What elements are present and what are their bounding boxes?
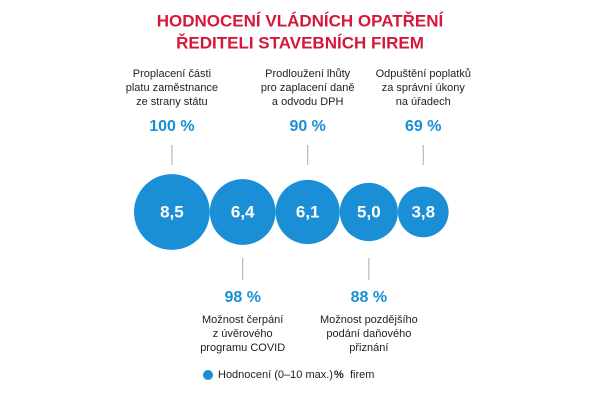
bubble [397, 186, 449, 238]
category-label: Odpuštění poplatků [376, 68, 471, 80]
legend-label: firem [350, 369, 374, 381]
bubble-label: 6,1 [296, 202, 320, 221]
legend-symbol: % [334, 369, 344, 381]
legend-label: Hodnocení (0–10 max.) [218, 369, 333, 381]
category-label: Prodloužení lhůty [265, 68, 350, 80]
category-label: pro zaplacení daně [261, 82, 355, 94]
chart-subtitle: ŘEDITELI STAVEBNÍCH FIREM [176, 33, 424, 52]
bubble [134, 174, 210, 250]
percent-label: 88 % [351, 289, 387, 306]
chart-title: HODNOCENÍ VLÁDNÍCH OPATŘENÍ [157, 11, 445, 30]
category-label: přiznání [349, 342, 388, 354]
bubble-label: 8,5 [160, 202, 184, 221]
percent-label: 69 % [405, 118, 441, 135]
bubble [339, 182, 398, 242]
category-label: Možnost čerpání [202, 314, 283, 326]
percent-label: 100 % [149, 118, 194, 135]
bubble-label: 6,4 [231, 202, 255, 221]
bubble [275, 179, 340, 245]
percent-label: 98 % [224, 289, 260, 306]
percent-label: 90 % [289, 118, 325, 135]
category-label: a odvodu DPH [272, 96, 344, 108]
category-label: programu COVID [200, 342, 285, 354]
bubble-label: 5,0 [357, 202, 381, 221]
category-label: ze strany státu [136, 96, 208, 108]
category-label: na úřadech [396, 96, 451, 108]
category-label: Proplacení části [133, 68, 211, 80]
bubble-label: 3,8 [411, 202, 435, 221]
legend-symbol [203, 370, 213, 380]
category-label: z úvěrového [213, 328, 273, 340]
bubble [209, 179, 276, 245]
category-label: za správní úkony [382, 82, 466, 94]
category-label: podání daňového [326, 328, 411, 340]
category-label: platu zaměstnance [126, 82, 218, 94]
category-label: Možnost pozdějšího [320, 314, 418, 326]
